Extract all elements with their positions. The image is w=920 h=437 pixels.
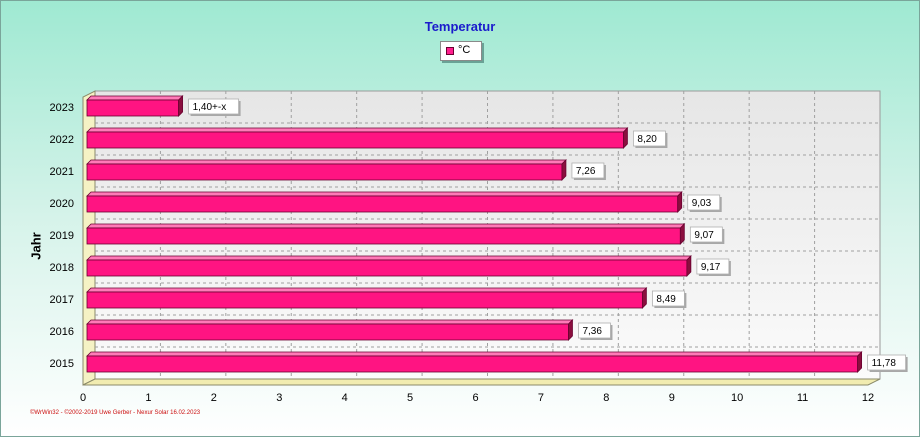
bar-side (686, 255, 692, 277)
data-label-box (651, 290, 685, 307)
data-label: 9,03 (692, 198, 712, 209)
data-label-box (867, 354, 907, 371)
bar-top (86, 223, 686, 229)
bar (86, 131, 624, 149)
bar (86, 291, 643, 309)
data-label-box (633, 130, 666, 147)
y-tick-label: 2020 (50, 198, 74, 210)
x-tick-label: 2 (211, 392, 217, 404)
bar-side (857, 351, 863, 373)
data-label-box (696, 258, 730, 275)
data-label: 1,40+-x (193, 102, 227, 113)
data-label: 8,20 (637, 134, 657, 145)
y-tick-label: 2019 (50, 230, 74, 242)
bar (86, 355, 859, 373)
x-tick-label: 3 (276, 392, 282, 404)
legend-swatch (446, 47, 454, 55)
bar-top (86, 191, 683, 197)
bar (86, 227, 681, 245)
y-tick-label: 2022 (50, 134, 74, 146)
bar-top (86, 95, 184, 101)
x-tick-label: 0 (80, 392, 86, 404)
bar-top (86, 159, 567, 165)
bar (86, 99, 179, 117)
legend-label: °C (458, 44, 471, 56)
data-label-box (188, 98, 239, 115)
bar-side (178, 95, 183, 117)
bar (86, 163, 563, 181)
legend: °C (440, 41, 482, 61)
x-tick-label: 5 (407, 392, 413, 404)
data-label-box (578, 322, 611, 339)
plot-floor (82, 378, 881, 386)
y-tick-label: 2018 (50, 262, 74, 274)
y-tick-label: 2023 (50, 102, 74, 114)
chart-title: Temperatur (424, 19, 496, 34)
data-label-box (571, 162, 605, 179)
y-tick-label: 2021 (50, 166, 74, 178)
data-label: 7,36 (582, 326, 602, 337)
bar-top (86, 287, 648, 293)
x-tick-label: 12 (862, 392, 874, 404)
bar-top (86, 319, 574, 325)
data-label: 9,17 (701, 262, 721, 273)
bar-top (86, 351, 863, 357)
bar (86, 259, 688, 277)
x-tick-label: 10 (731, 392, 743, 404)
copyright-footer: ©WrWin32 - ©2002-2019 Uwe Gerber - Nexur… (30, 410, 201, 416)
bar-side (677, 191, 683, 213)
x-tick-label: 11 (797, 392, 808, 404)
bar-top (86, 255, 692, 261)
data-label: 8,49 (656, 294, 676, 305)
bar-side (641, 287, 647, 309)
y-tick-label: 2016 (50, 326, 74, 338)
data-label-box (687, 194, 721, 211)
x-tick-label: 8 (603, 392, 609, 404)
x-tick-label: 9 (669, 392, 675, 404)
bar-side (623, 127, 628, 149)
data-label: 9,07 (694, 230, 714, 241)
bar-top (86, 127, 629, 133)
x-tick-label: 1 (145, 392, 151, 404)
bar (86, 323, 569, 341)
bar-side (679, 223, 685, 245)
y-tick-label: 2017 (50, 294, 74, 306)
bar-side (568, 319, 573, 341)
x-tick-label: 6 (472, 392, 478, 404)
bar (86, 195, 679, 213)
data-label: 11,78 (872, 358, 897, 369)
x-tick-label: 4 (342, 392, 348, 404)
x-tick-label: 7 (538, 392, 544, 404)
bar-side (561, 159, 567, 181)
y-tick-label: 2015 (50, 358, 74, 370)
data-label: 7,26 (576, 166, 596, 177)
data-label-box (689, 226, 723, 243)
